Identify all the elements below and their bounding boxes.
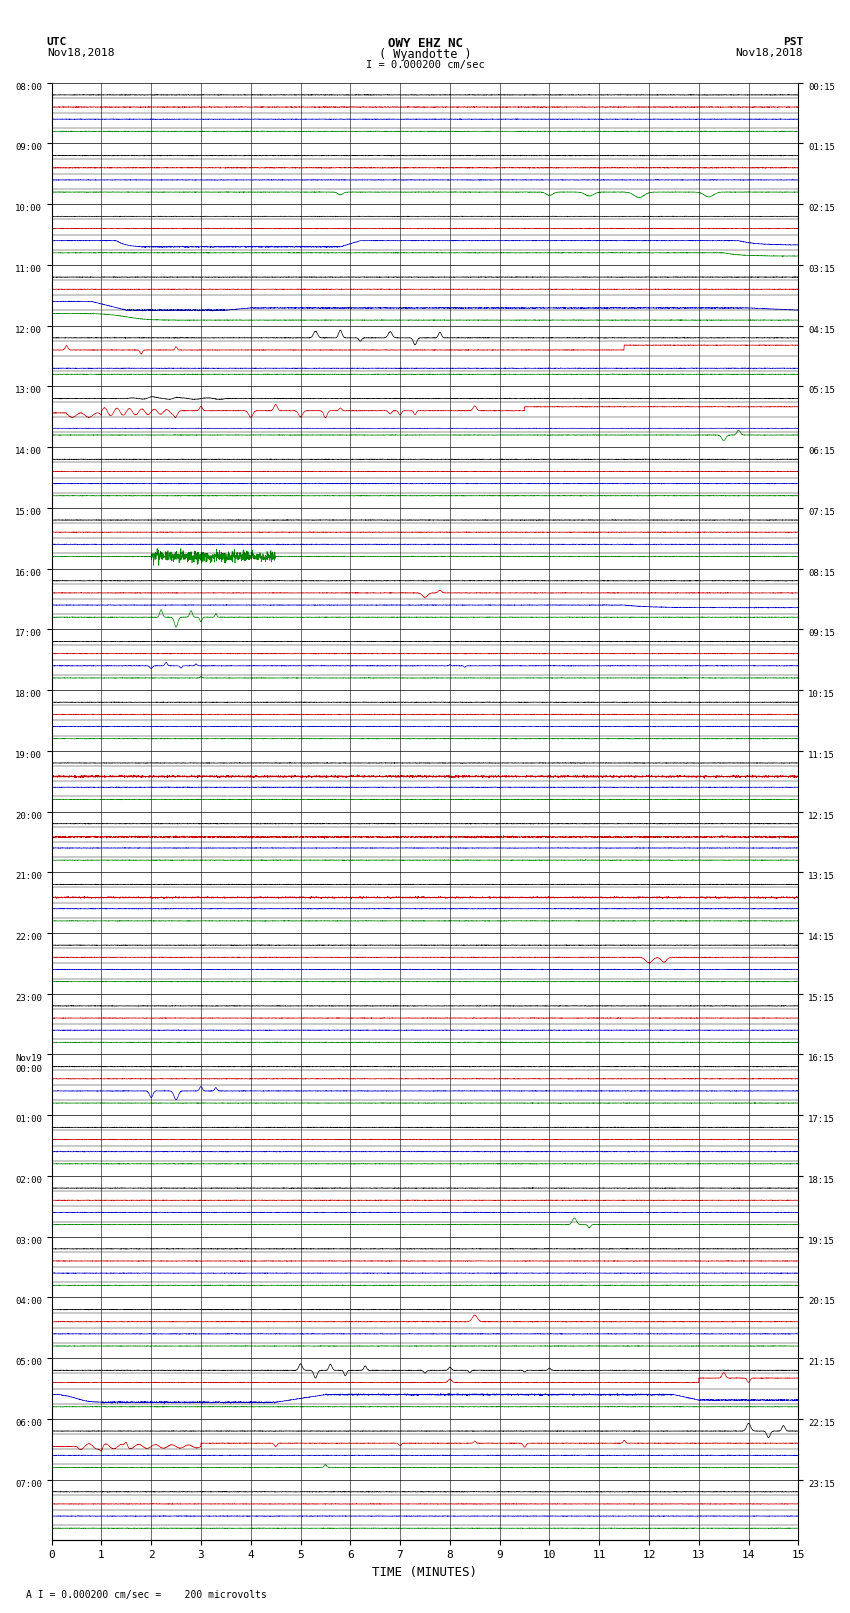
Text: ( Wyandotte ): ( Wyandotte ) xyxy=(379,48,471,61)
Text: OWY EHZ NC: OWY EHZ NC xyxy=(388,37,462,50)
Text: Nov18,2018: Nov18,2018 xyxy=(736,48,803,58)
Text: UTC: UTC xyxy=(47,37,67,47)
Text: PST: PST xyxy=(783,37,803,47)
Text: Nov18,2018: Nov18,2018 xyxy=(47,48,114,58)
Text: I = 0.000200 cm/sec: I = 0.000200 cm/sec xyxy=(366,60,484,69)
Text: A I = 0.000200 cm/sec =    200 microvolts: A I = 0.000200 cm/sec = 200 microvolts xyxy=(26,1590,266,1600)
X-axis label: TIME (MINUTES): TIME (MINUTES) xyxy=(372,1566,478,1579)
